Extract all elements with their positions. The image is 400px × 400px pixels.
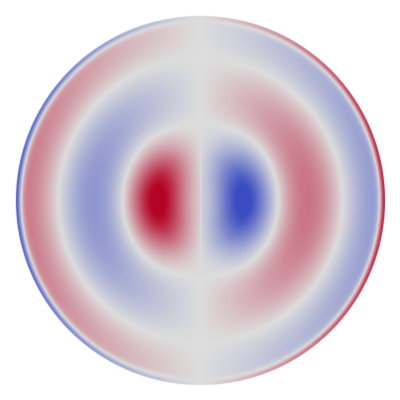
figure-area — [0, 0, 400, 400]
circular-field-plot — [0, 0, 400, 400]
